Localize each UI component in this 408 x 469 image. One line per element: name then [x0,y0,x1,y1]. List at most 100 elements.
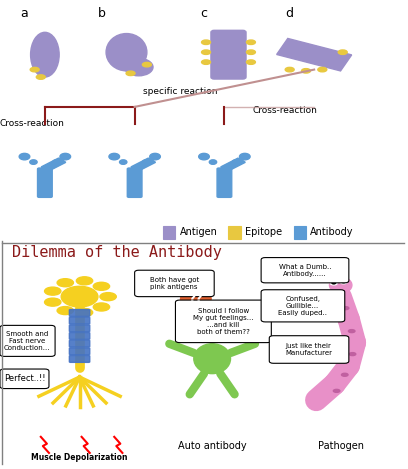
Text: Cross-reaction: Cross-reaction [253,106,318,115]
Ellipse shape [333,389,340,393]
Text: Auto antibody: Auto antibody [178,441,246,451]
Ellipse shape [126,71,135,76]
FancyBboxPatch shape [0,325,55,356]
FancyBboxPatch shape [127,168,142,197]
FancyBboxPatch shape [69,348,90,355]
Ellipse shape [202,50,211,54]
Text: c: c [200,8,208,21]
Ellipse shape [30,68,39,72]
Text: Should I follow
My gut feelings...
...and kill
both of them??: Should I follow My gut feelings... ...an… [193,308,253,335]
FancyBboxPatch shape [211,30,246,79]
Ellipse shape [338,50,347,54]
Ellipse shape [340,280,347,284]
Text: Cross-reaction: Cross-reaction [0,119,65,128]
Text: Antigen: Antigen [180,227,217,237]
Ellipse shape [76,277,93,285]
Text: specific reaction: specific reaction [143,88,217,97]
Text: Confused,
Gullible...
Easily duped..: Confused, Gullible... Easily duped.. [278,296,327,316]
FancyBboxPatch shape [0,369,49,388]
Text: b: b [98,8,106,21]
Ellipse shape [124,59,153,76]
Text: Dilemma of the Antibody: Dilemma of the Antibody [12,245,222,260]
Ellipse shape [246,40,255,45]
Ellipse shape [341,280,346,283]
Ellipse shape [302,68,310,73]
Text: What a Dumb..
Antibody......: What a Dumb.. Antibody...... [279,264,331,277]
Text: a: a [21,8,28,21]
Polygon shape [277,38,352,71]
Bar [163,226,175,239]
Ellipse shape [61,286,98,307]
Ellipse shape [100,293,116,301]
Ellipse shape [202,60,211,64]
Ellipse shape [57,307,73,315]
FancyBboxPatch shape [69,356,90,363]
Polygon shape [43,158,66,171]
Polygon shape [133,158,155,171]
Ellipse shape [76,309,93,317]
Ellipse shape [332,282,335,284]
Text: Epitope: Epitope [245,227,282,237]
Ellipse shape [202,40,211,45]
Text: ??: ?? [188,293,203,305]
Ellipse shape [44,298,61,306]
FancyBboxPatch shape [261,290,345,322]
Polygon shape [222,158,245,171]
Ellipse shape [31,32,59,77]
Ellipse shape [318,68,327,72]
FancyBboxPatch shape [135,270,214,297]
Ellipse shape [197,325,228,342]
Text: d: d [286,8,294,21]
FancyBboxPatch shape [175,300,271,342]
Ellipse shape [199,153,209,160]
Text: Muscle Depolarization: Muscle Depolarization [31,453,128,462]
Ellipse shape [93,303,110,311]
Ellipse shape [209,160,217,164]
Ellipse shape [342,307,349,310]
Ellipse shape [36,75,45,79]
FancyBboxPatch shape [38,168,52,197]
Polygon shape [41,158,64,171]
Ellipse shape [194,344,231,374]
Ellipse shape [93,282,110,290]
Ellipse shape [349,353,356,356]
FancyBboxPatch shape [69,317,90,324]
Ellipse shape [53,160,60,164]
Ellipse shape [109,153,120,160]
FancyBboxPatch shape [69,340,90,347]
Ellipse shape [246,60,255,64]
Ellipse shape [232,160,239,164]
Bar [228,226,241,239]
Ellipse shape [330,281,337,285]
Ellipse shape [120,160,127,164]
Text: Antibody: Antibody [310,227,354,237]
Ellipse shape [329,277,352,293]
Ellipse shape [142,160,150,164]
Text: Smooth and
Fast nerve
Conduction...: Smooth and Fast nerve Conduction... [4,331,51,351]
Polygon shape [131,158,154,171]
Text: Perfect..!!: Perfect..!! [4,374,45,383]
Ellipse shape [180,290,211,308]
Ellipse shape [150,153,160,160]
FancyBboxPatch shape [269,336,349,363]
Ellipse shape [348,330,355,333]
Text: Pathogen: Pathogen [318,441,364,451]
Ellipse shape [341,373,348,376]
Ellipse shape [19,153,30,160]
Bar [294,226,306,239]
Ellipse shape [285,68,294,72]
FancyBboxPatch shape [69,325,90,332]
Ellipse shape [106,34,147,71]
Text: Both have got
pink antigens: Both have got pink antigens [150,277,199,290]
Ellipse shape [239,153,250,160]
FancyBboxPatch shape [69,333,90,340]
Ellipse shape [246,50,255,54]
Ellipse shape [142,62,151,67]
Text: Just like their
Manufacturer: Just like their Manufacturer [285,343,333,356]
FancyBboxPatch shape [217,168,232,197]
Ellipse shape [44,287,61,295]
Ellipse shape [60,153,71,160]
Ellipse shape [30,160,37,164]
Polygon shape [221,158,244,171]
FancyBboxPatch shape [261,257,349,283]
